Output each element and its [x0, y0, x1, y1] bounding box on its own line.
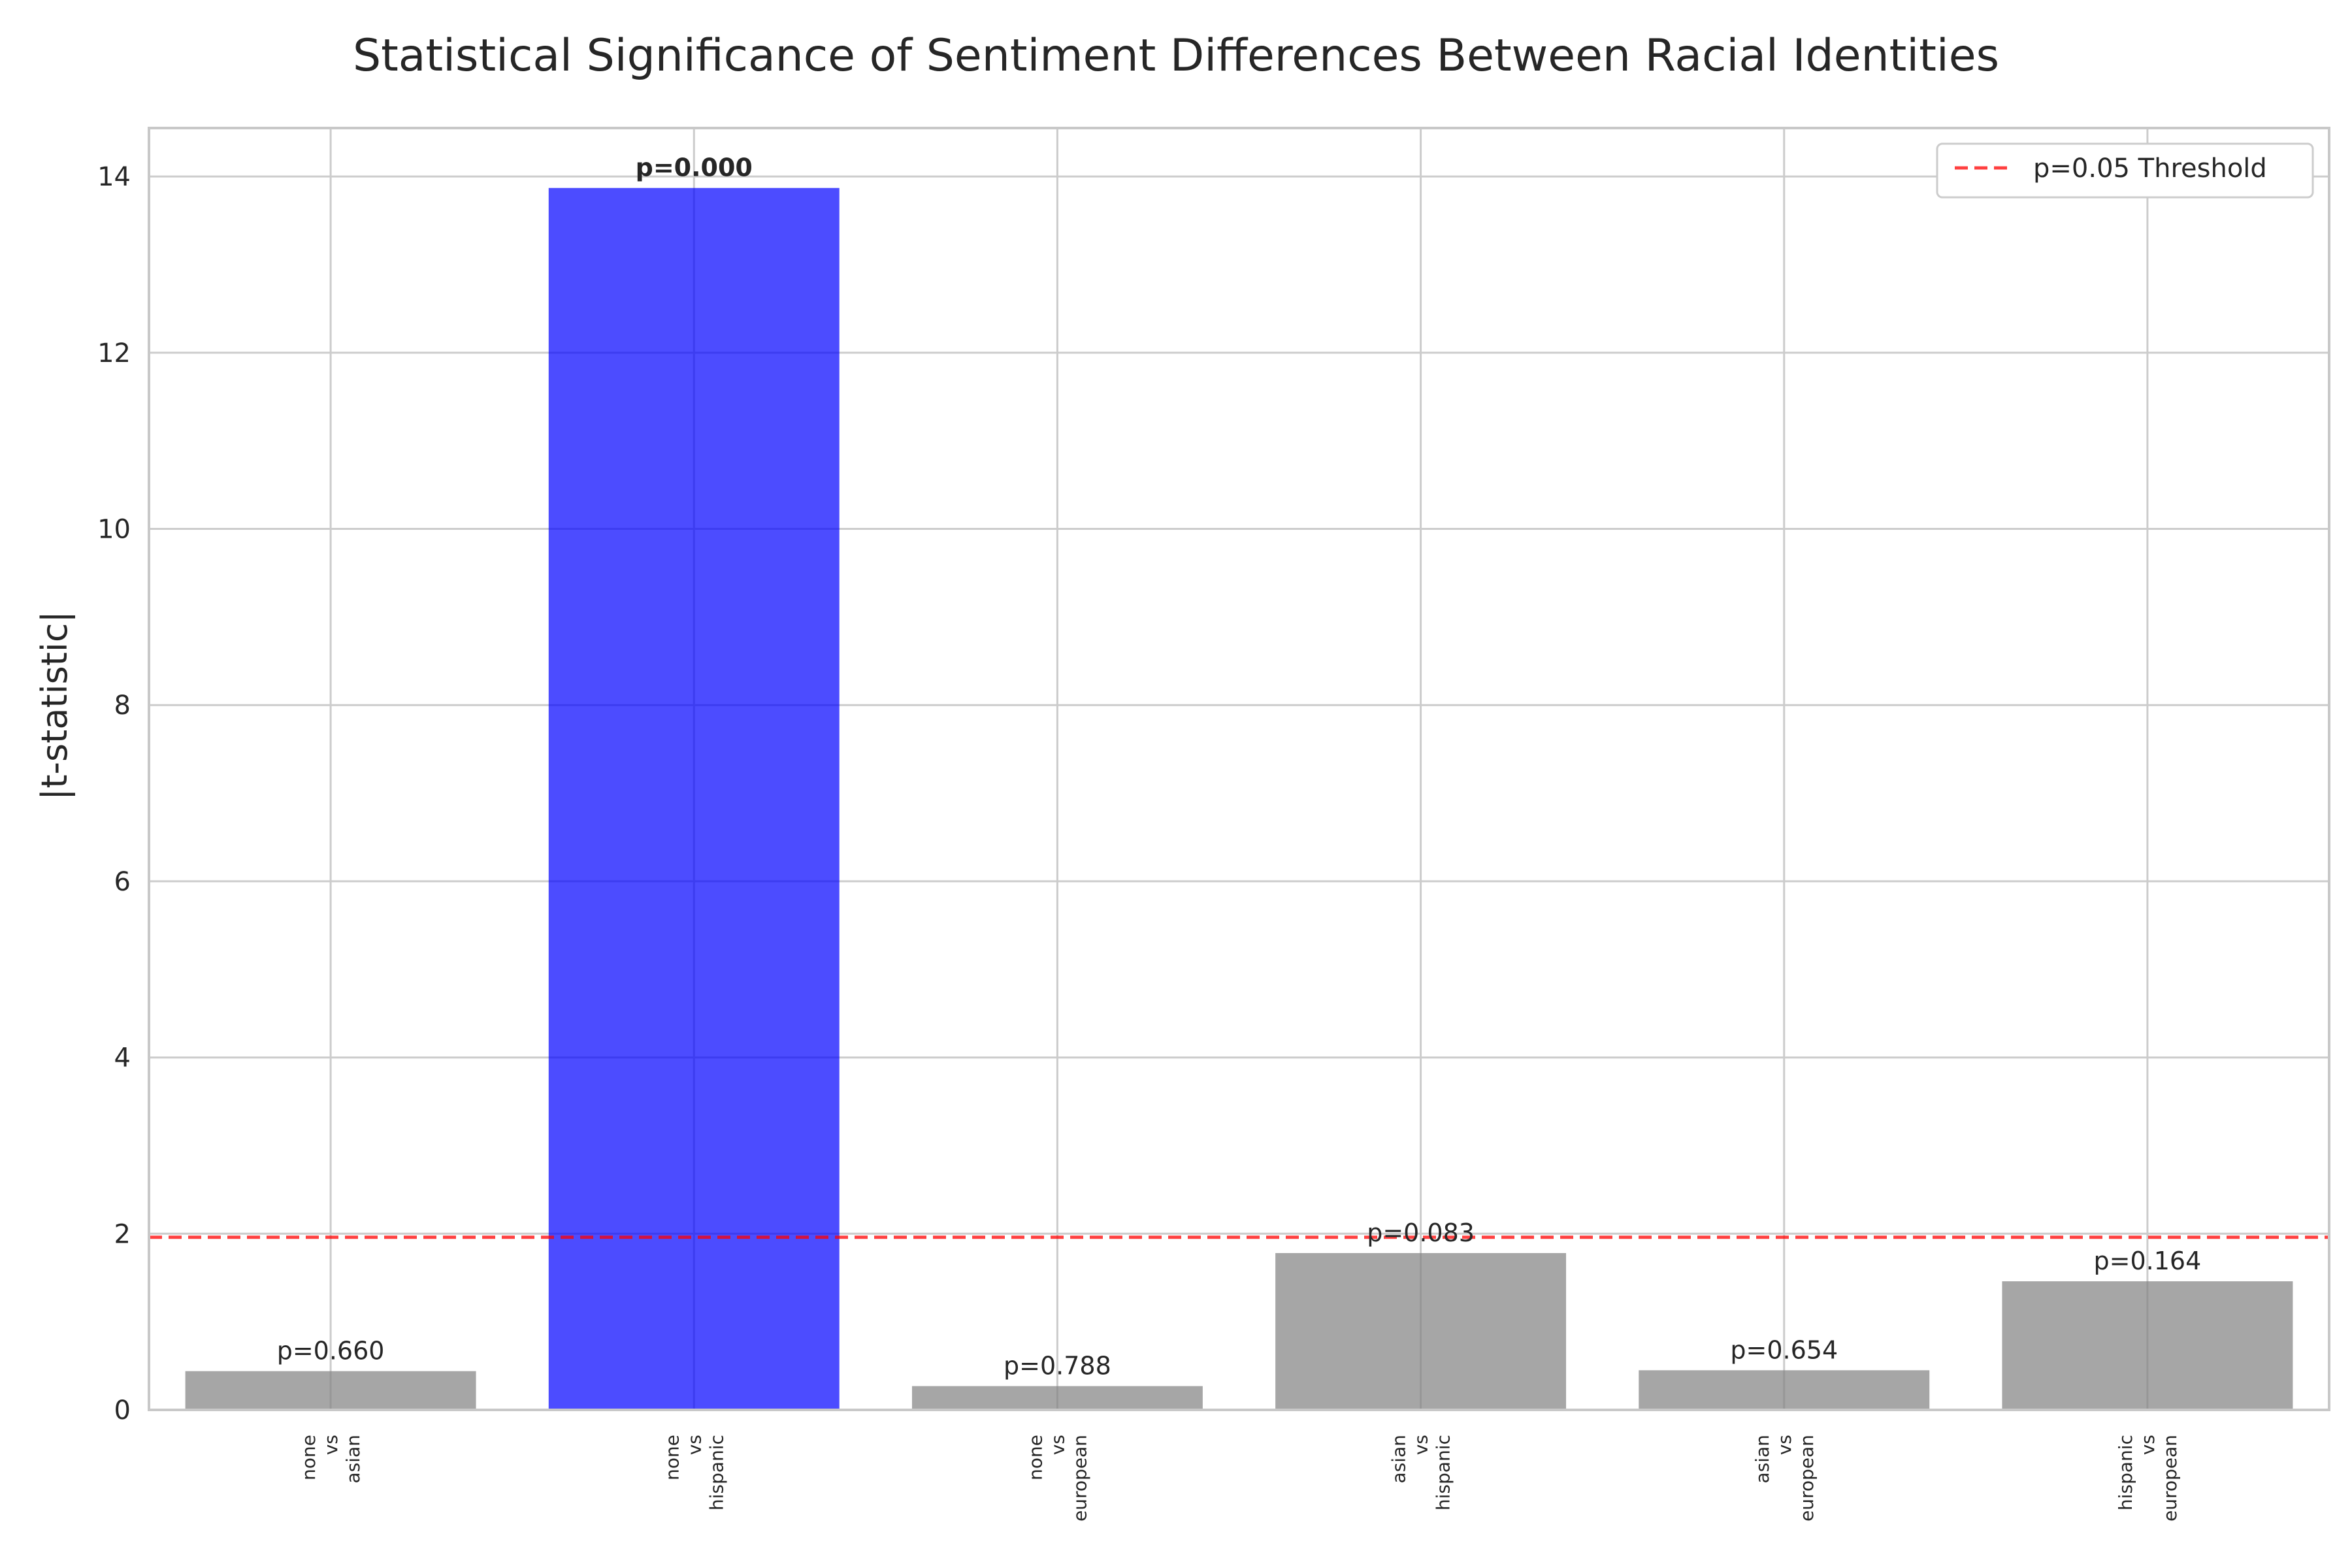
p-value-label: p=0.083 [1367, 1218, 1475, 1247]
legend-box [1936, 142, 2314, 199]
legend-threshold-label: p=0.05 Threshold [2033, 154, 2267, 184]
p-value-label: p=0.000 [636, 154, 753, 182]
grid [149, 128, 2329, 1411]
y-tick-label: 8 [114, 691, 131, 721]
p-value-label: p=0.654 [1730, 1335, 1838, 1364]
x-axis-ticks: nonevsasian nonevshispanic nonevseuropean a… [298, 1435, 2181, 1522]
p-value-label: p=0.660 [277, 1337, 385, 1365]
bar [185, 1371, 476, 1410]
x-tick-label: hispanicvseuropean [2115, 1435, 2181, 1522]
p-value-label: p=0.788 [1004, 1352, 1111, 1380]
x-tick-label: nonevsasian [298, 1435, 364, 1483]
bar-labels: p=0.660 p=0.000 p=0.788 p=0.083 p=0.654 p=0.1… [277, 154, 2202, 1380]
bar [1639, 1370, 1930, 1410]
bar [1275, 1252, 1567, 1410]
y-axis-ticks: 0 2 4 6 8 10 12 14 [97, 162, 131, 1426]
chart-title: Statistical Significance of Sentiment Di… [353, 30, 1999, 82]
y-tick-label: 4 [114, 1043, 131, 1073]
x-tick-label: asianvshispanic [1388, 1435, 1454, 1511]
bar [2002, 1281, 2293, 1410]
x-tick-label: nonevseuropean [1024, 1435, 1090, 1522]
y-tick-label: 0 [114, 1396, 131, 1426]
bar [548, 188, 840, 1411]
p-value-label: p=0.164 [2094, 1247, 2202, 1275]
legend: p=0.05 Threshold [1936, 142, 2314, 199]
y-axis-label: |t-statistic| [34, 611, 75, 800]
plot-frame [148, 127, 2330, 1411]
bars [185, 188, 2293, 1411]
y-tick-label: 14 [97, 162, 131, 192]
x-tick-label: nonevshispanic [661, 1435, 727, 1511]
y-tick-label: 10 [97, 515, 131, 545]
y-tick-label: 12 [97, 338, 131, 368]
y-tick-label: 2 [114, 1219, 131, 1249]
y-tick-label: 6 [114, 867, 131, 897]
bar [911, 1386, 1203, 1410]
x-tick-label: asianvseuropean [1752, 1435, 1818, 1522]
